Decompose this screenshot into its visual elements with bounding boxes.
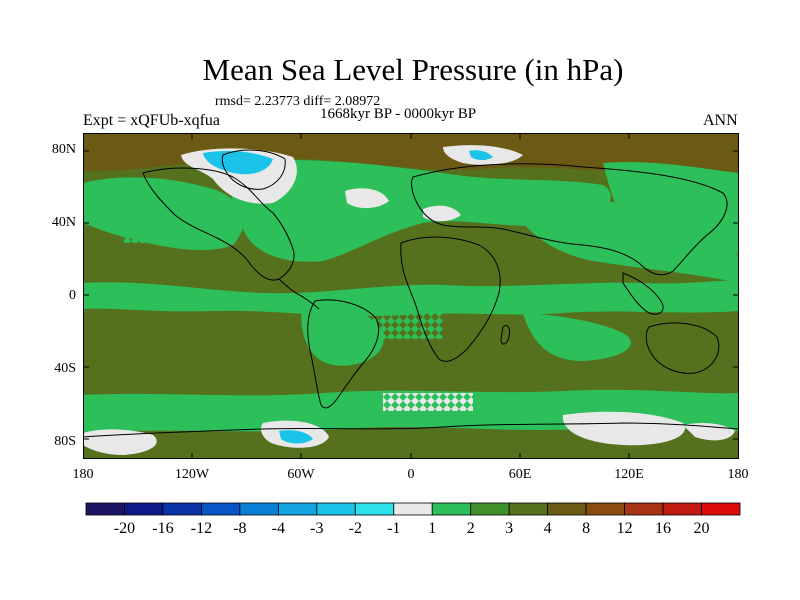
colorbar-label: 12 [616, 520, 633, 537]
antarctica-coast [83, 422, 739, 438]
colorbar-swatch [701, 502, 741, 516]
colorbar-swatch [585, 502, 625, 516]
lat-label-80n: 80N [51, 142, 76, 157]
eurasia-green-region [503, 192, 739, 283]
colorbar-swatch [662, 502, 702, 516]
colorbar-swatch [547, 502, 587, 516]
lon-label-180e: 180 [727, 467, 749, 482]
experiment-label: Expt = xQFUb-xqfua [83, 112, 221, 129]
colorbar-label: -20 [113, 520, 136, 537]
colorbar-swatch [85, 502, 125, 516]
axis-ticks [83, 133, 739, 459]
colorbar-label: 16 [655, 520, 672, 537]
lat-label-80s: 80S [54, 434, 76, 449]
africa-coast [400, 236, 501, 362]
lat-label-40n: 40N [51, 215, 76, 230]
hatch-area-2 [333, 309, 443, 339]
lon-label-60e: 60E [508, 467, 532, 482]
atlantic-light-region [345, 188, 389, 209]
colorbar-label: -16 [152, 520, 174, 537]
weddell-cyan-region [279, 430, 313, 444]
hatch-area-3 [383, 393, 473, 411]
colorbar-label: -3 [310, 520, 324, 537]
colorbar-label: 2 [466, 520, 475, 537]
colorbar-label: -8 [233, 520, 247, 537]
southeast-asia-coast [622, 272, 664, 315]
stats-text: rmsd= 2.23773 diff= 2.08972 [215, 94, 381, 109]
colorbar-swatch [201, 502, 241, 516]
colorbar-swatch [470, 502, 510, 516]
lon-label-120e: 120E [614, 467, 644, 482]
lon-label-180w: 180 [72, 467, 94, 482]
indian-ocean-green [523, 313, 631, 361]
lat-label-0: 0 [69, 288, 76, 303]
colorbar-label: 3 [505, 520, 514, 537]
lon-label-120w: 120W [174, 467, 210, 482]
lat-label-40s: 40S [54, 361, 76, 376]
colorbar-label: 1 [428, 520, 437, 537]
hatch-area-1 [123, 219, 203, 243]
north-atlantic-region [228, 160, 611, 262]
colorbar-label: -4 [271, 520, 285, 537]
pressure-map [83, 133, 739, 459]
antarctic-olive-region [83, 427, 739, 459]
colorbar [85, 502, 741, 516]
colorbar-swatch [354, 502, 395, 516]
eurasia-coast [411, 163, 728, 276]
colorbar-label: 20 [693, 520, 710, 537]
lon-label-0: 0 [407, 467, 415, 482]
coastlines [83, 149, 739, 438]
season-label: ANN [703, 112, 738, 129]
colorbar-swatch [239, 502, 279, 516]
lon-label-60w: 60W [287, 467, 315, 482]
colorbar-swatch [393, 502, 433, 516]
greenland-cyan-region [203, 151, 273, 175]
barents-cyan-region [469, 150, 493, 160]
south-america-coast [307, 299, 380, 409]
greenland-coast [221, 149, 286, 190]
madagascar-coast [500, 324, 510, 345]
central-america-coast [278, 278, 320, 310]
south-pacific-olive [140, 318, 285, 365]
colorbar-label: 4 [543, 520, 552, 537]
period-text: 1668kyr BP - 0000kyr BP [320, 106, 477, 122]
colorbar-swatch [431, 502, 472, 516]
mediterranean-light-region [423, 205, 461, 222]
colorbar-label: -12 [190, 520, 213, 537]
colorbar-label: -2 [348, 520, 362, 537]
arctic-high-region [83, 133, 739, 177]
colorbar-label: 8 [582, 520, 591, 537]
map-title: Mean Sea Level Pressure (in hPa) [202, 52, 624, 87]
colorbar-swatch [124, 502, 164, 516]
colorbar-swatch [316, 502, 356, 516]
colorbar-swatch [277, 502, 318, 516]
colorbar-label: -1 [387, 520, 401, 537]
colorbar-swatch [162, 502, 202, 516]
east-antarctic-low-region [562, 411, 685, 446]
australia-coast [645, 322, 720, 374]
colorbar-swatch [508, 502, 549, 516]
colorbar-swatch [624, 502, 664, 516]
tropical-band-region [83, 280, 739, 316]
